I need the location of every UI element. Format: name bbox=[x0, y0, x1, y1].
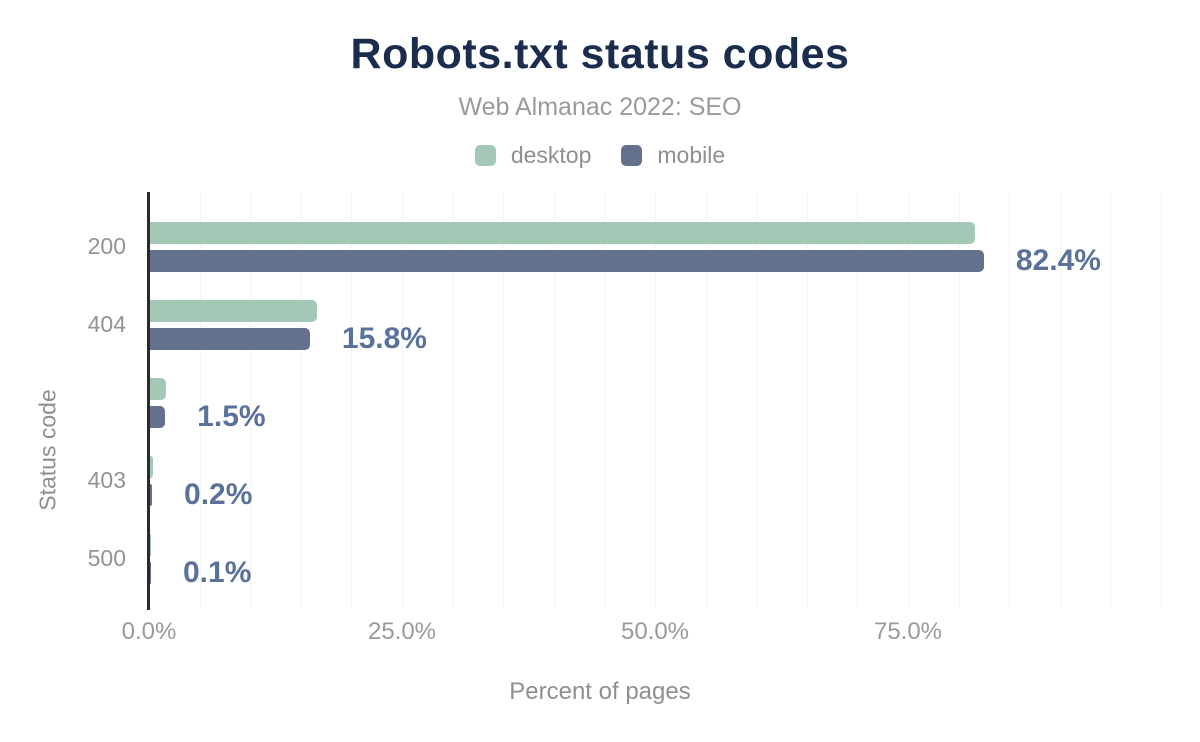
gridline bbox=[1009, 192, 1011, 608]
legend-swatch-mobile bbox=[621, 145, 643, 166]
bar-mobile[interactable] bbox=[150, 483, 153, 506]
gridline bbox=[857, 192, 859, 608]
legend-swatch-desktop bbox=[474, 145, 496, 166]
bar-mobile[interactable] bbox=[150, 327, 310, 350]
x-tick-label: 25.0% bbox=[367, 618, 437, 645]
legend-item-desktop[interactable]: desktop bbox=[474, 142, 592, 169]
gridline bbox=[553, 192, 555, 608]
value-label: 0.2% bbox=[184, 477, 253, 511]
bar-desktop[interactable] bbox=[150, 299, 317, 322]
y-axis-title: Status code bbox=[34, 389, 61, 511]
y-tick-label: 404 bbox=[87, 310, 126, 337]
x-axis-title: Percent of pages bbox=[509, 678, 691, 705]
bar-mobile[interactable] bbox=[150, 250, 984, 272]
gridline bbox=[1161, 192, 1162, 608]
value-label: 82.4% bbox=[1015, 244, 1101, 277]
gridline bbox=[806, 192, 808, 608]
gridline bbox=[958, 192, 960, 608]
legend-label: desktop bbox=[510, 142, 592, 168]
chart-title: Robots.txt status codes bbox=[350, 30, 850, 78]
bar-mobile[interactable] bbox=[150, 405, 166, 428]
gridline bbox=[402, 192, 403, 608]
y-axis-line bbox=[147, 192, 150, 610]
x-tick-label: 0.0% bbox=[121, 618, 177, 645]
chart-subtitle: Web Almanac 2022: SEO bbox=[458, 93, 742, 121]
value-label: 0.1% bbox=[183, 555, 252, 589]
gridline bbox=[705, 192, 707, 608]
x-tick-label: 75.0% bbox=[873, 618, 943, 645]
value-label: 1.5% bbox=[197, 399, 266, 433]
bar-desktop[interactable] bbox=[150, 533, 151, 556]
gridline bbox=[1059, 192, 1061, 608]
gridline bbox=[351, 192, 353, 608]
legend-item-mobile[interactable]: mobile bbox=[621, 142, 725, 169]
y-tick-label: 500 bbox=[87, 544, 126, 571]
gridline bbox=[908, 192, 909, 608]
gridline bbox=[503, 192, 505, 608]
y-tick-label: 200 bbox=[87, 233, 126, 259]
legend: desktop mobile bbox=[0, 142, 1200, 169]
gridline bbox=[756, 192, 758, 608]
value-label: 15.8% bbox=[341, 321, 427, 355]
gridline bbox=[604, 192, 606, 608]
legend-label: mobile bbox=[657, 142, 726, 168]
gridline bbox=[1110, 192, 1112, 608]
gridline bbox=[452, 192, 454, 608]
gridline bbox=[655, 192, 656, 608]
bar-mobile[interactable] bbox=[150, 561, 151, 584]
gridline bbox=[300, 192, 302, 608]
y-tick-label: 403 bbox=[87, 466, 126, 493]
bar-desktop[interactable] bbox=[150, 222, 975, 244]
gridline bbox=[199, 192, 201, 608]
bar-desktop[interactable] bbox=[150, 377, 167, 400]
x-tick-label: 50.0% bbox=[620, 618, 690, 645]
gridline bbox=[250, 192, 252, 608]
bar-desktop[interactable] bbox=[150, 455, 154, 478]
